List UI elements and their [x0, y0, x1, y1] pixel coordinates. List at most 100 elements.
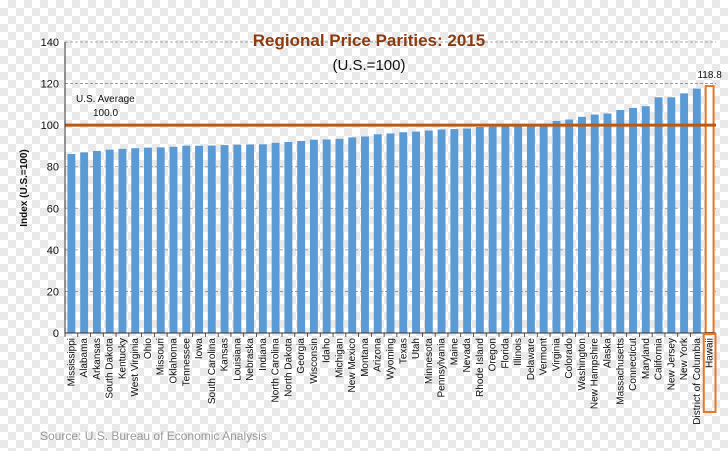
x-tick-label: Kentucky [117, 338, 128, 379]
bar [590, 114, 599, 333]
bar [578, 116, 586, 333]
x-tick-label: Oklahoma [169, 338, 180, 384]
y-tick-label: 60 [47, 203, 59, 215]
x-tick-label: Arizona [373, 338, 384, 372]
bar [118, 148, 127, 333]
x-tick-label: Arkansas [92, 338, 103, 380]
bar [169, 146, 178, 333]
reference-label-line1: U.S. Average [76, 94, 135, 105]
bar [629, 107, 637, 333]
x-tick-label: North Carolina [271, 338, 282, 403]
x-tick-label: California [654, 338, 665, 381]
y-tick-labels: 0 20 40 60 80 100 120 140 [41, 37, 59, 340]
bar [616, 109, 625, 333]
bar [195, 145, 203, 333]
reference-label-value: 100.0 [93, 108, 118, 119]
bar [233, 144, 242, 333]
x-tick-label: Alabama [79, 338, 90, 378]
bar [67, 154, 76, 333]
bar [92, 150, 101, 333]
bar [361, 136, 369, 333]
y-tick-label: 80 [47, 162, 59, 174]
x-tick-label: District of Columbia [692, 338, 703, 425]
bar [309, 139, 318, 333]
x-tick-label: Georgia [296, 338, 307, 374]
bar [552, 120, 561, 333]
bar [271, 142, 280, 333]
x-tick-label: Wisconsin [309, 338, 320, 384]
bar [182, 145, 191, 333]
highlight-label-box [702, 333, 717, 413]
x-tick-label: Tennessee [181, 338, 192, 387]
x-tick-label: Hawaii [705, 338, 716, 368]
bar [514, 125, 523, 334]
x-tick-label: Connecticut [628, 338, 639, 391]
bar [641, 106, 650, 333]
x-tick-label: West Virginia [130, 338, 141, 397]
x-tick-label: New York [679, 337, 690, 380]
x-tick-label: Colorado [564, 338, 575, 379]
x-tick-label: Texas [398, 338, 409, 364]
bars [67, 85, 715, 334]
bar [131, 148, 140, 333]
bar [412, 131, 420, 333]
x-tick-label: Nebraska [245, 338, 256, 381]
y-tick-label: 100 [41, 120, 59, 132]
bar [399, 132, 408, 333]
bar [437, 129, 446, 333]
x-tick-label: Maryland [641, 338, 652, 379]
x-tick-label: New Hampshire [590, 338, 601, 410]
y-tick-label: 20 [47, 286, 59, 298]
bar [565, 119, 574, 333]
x-tick-label: Vermont [539, 338, 550, 375]
x-tick-label: Pennsylvania [437, 338, 448, 398]
source-note: Source: U.S. Bureau of Economic Analysis [40, 429, 267, 443]
bar [348, 137, 357, 333]
x-tick-label: Florida [500, 338, 511, 369]
x-tick-label: Iowa [194, 338, 205, 360]
x-tick-label: Virginia [551, 338, 562, 372]
y-tick-label: 0 [53, 328, 59, 340]
bar [335, 138, 344, 333]
bar [144, 147, 152, 333]
bar [80, 152, 89, 333]
x-tick-label: Mississippi [66, 338, 77, 386]
x-tick-label: Rhode Island [475, 338, 486, 397]
x-tick-label: Alaska [603, 338, 614, 368]
bar [373, 134, 382, 333]
chart-title: Regional Price Parities: 2015 [253, 31, 485, 50]
x-tick-label: Missouri [156, 338, 167, 375]
x-tick-label: Ohio [143, 338, 154, 360]
bar [105, 149, 114, 333]
x-tick-labels: Mississippi Alabama Arkansas South Dakota Ke… [66, 333, 717, 425]
y-tick-label: 120 [41, 79, 59, 91]
bar [284, 141, 293, 333]
bar [156, 147, 165, 333]
x-tick-label: North Dakota [283, 338, 294, 397]
chart-subtitle: (U.S.=100) [333, 57, 406, 74]
x-tick-label: South Carolina [207, 338, 218, 405]
x-tick-label: Maine [449, 338, 460, 366]
bar [680, 93, 689, 333]
x-tick-label: Utah [411, 338, 422, 359]
y-axis-label: Index (U.S.=100) [19, 149, 30, 227]
bar [322, 139, 331, 333]
bar [424, 130, 433, 333]
bar-highlight [704, 85, 715, 334]
bar [258, 144, 267, 333]
x-tick-label: Delaware [526, 338, 537, 381]
x-tick-label: Minnesota [424, 338, 435, 385]
x-tick-label: Massachusetts [615, 338, 626, 405]
bar [475, 127, 484, 333]
x-tick-label: Nevada [462, 338, 473, 373]
x-tick-label: South Dakota [105, 338, 116, 399]
bar [220, 145, 229, 333]
y-tick-label: 40 [47, 245, 59, 257]
x-tick-label: Kansas [220, 338, 231, 371]
x-tick-label: Louisiana [232, 338, 243, 381]
x-tick-label: Idaho [322, 338, 333, 363]
x-tick-label: Indiana [258, 338, 269, 371]
bar [539, 123, 548, 333]
x-tick-label: New Mexico [347, 338, 358, 393]
